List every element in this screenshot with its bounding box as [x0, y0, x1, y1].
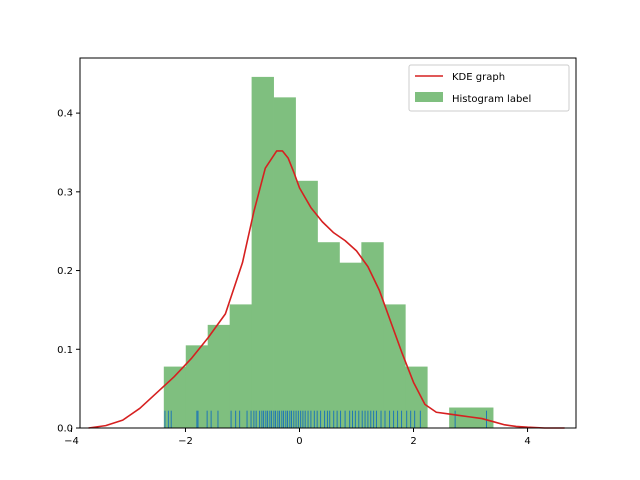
- x-axis: −4 −2 0 2 4: [64, 428, 531, 447]
- y-axis: 0.0 0.1 0.2 0.3 0.4: [57, 109, 80, 435]
- histogram-bar: [449, 407, 472, 428]
- histogram-bar: [361, 242, 384, 428]
- legend: KDE graph Histogram label: [408, 64, 570, 112]
- histogram-bar: [273, 97, 296, 429]
- legend-box: [408, 64, 570, 112]
- histogram-bar: [405, 366, 428, 428]
- x-tick-label: 4: [524, 436, 530, 447]
- y-tick-label: 0.3: [57, 187, 73, 198]
- histogram-bar: [339, 262, 362, 428]
- x-tick-label: 0: [296, 436, 302, 447]
- kde-line: [88, 150, 565, 429]
- y-tick-label: 0.2: [57, 266, 73, 277]
- histogram-bar: [295, 180, 318, 428]
- axes-frame: [79, 57, 577, 429]
- x-tick-label: −2: [178, 436, 193, 447]
- y-tick-label: 0.4: [57, 109, 73, 120]
- x-tick-label: 2: [410, 436, 416, 447]
- histogram-bar: [383, 304, 406, 428]
- histogram-bar: [229, 304, 253, 428]
- histogram-bar: [317, 242, 340, 428]
- legend-histogram-label: Histogram label: [452, 94, 531, 105]
- legend-histogram-swatch: [415, 92, 443, 102]
- x-tick-label: −4: [64, 436, 79, 447]
- histogram-bar: [471, 407, 494, 428]
- histogram-bar: [185, 345, 209, 428]
- y-tick-label: 0.0: [57, 424, 73, 435]
- histogram-bar: [251, 76, 274, 428]
- plot-area: [88, 76, 565, 429]
- legend-kde-label: KDE graph: [452, 72, 505, 83]
- histogram-bar: [207, 324, 231, 428]
- y-tick-label: 0.1: [57, 345, 73, 356]
